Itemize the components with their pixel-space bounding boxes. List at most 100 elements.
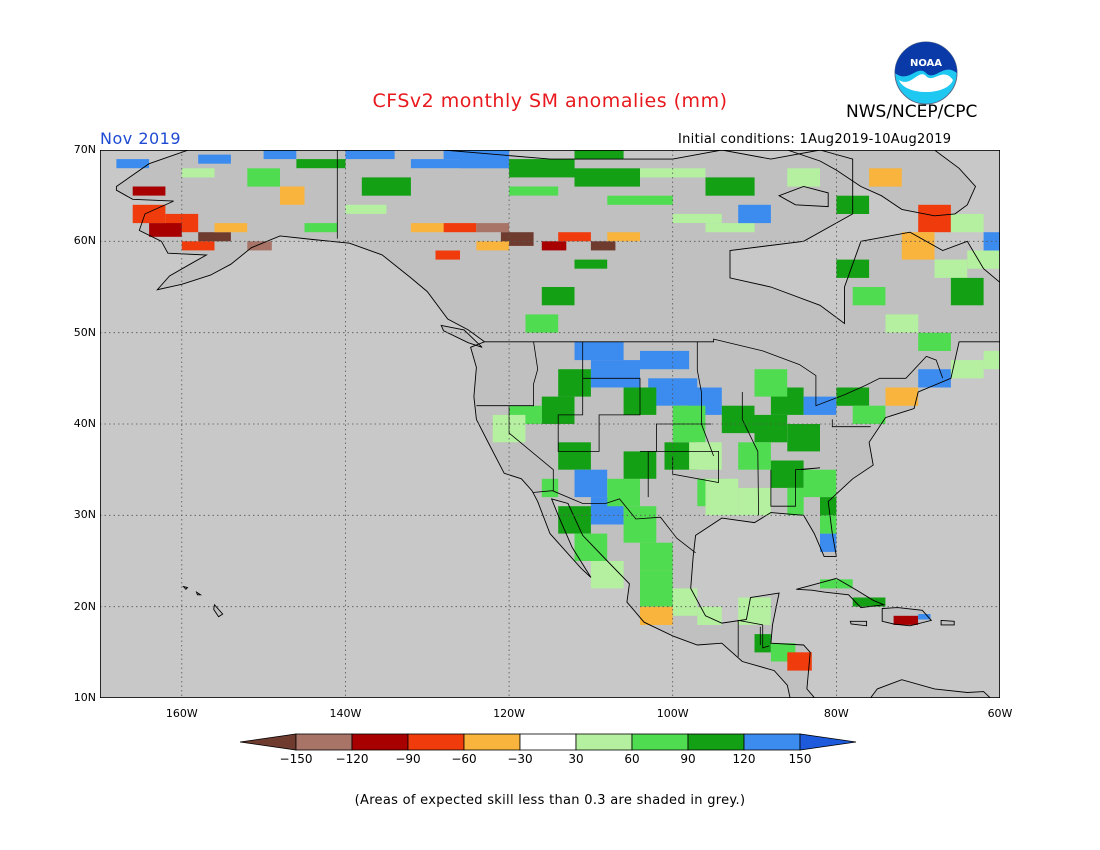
lon-label: 100W xyxy=(656,707,689,720)
logo-text: NOAA xyxy=(910,58,942,69)
anomaly-cell xyxy=(697,606,722,625)
anomaly-cell xyxy=(345,150,395,160)
colorbar-segment xyxy=(519,733,577,751)
land-polygon xyxy=(441,325,483,348)
colorbar-tick-label: 120 xyxy=(732,752,756,766)
colorbar-tick-label: 90 xyxy=(680,752,696,766)
colorbar-high-arrow xyxy=(799,733,857,751)
anomaly-cell xyxy=(574,341,624,361)
anomaly-cell xyxy=(149,223,182,237)
anomaly-cell xyxy=(820,515,837,534)
colorbar-segment xyxy=(463,733,521,751)
anomaly-cell xyxy=(296,159,346,169)
grid-layer xyxy=(100,150,1000,698)
anomaly-cell xyxy=(198,154,231,164)
anomaly-cell xyxy=(918,369,951,388)
anomaly-cell xyxy=(754,369,788,397)
anomaly-layer xyxy=(116,150,1000,671)
anomaly-cell xyxy=(574,150,624,160)
lon-label: 120W xyxy=(493,707,526,720)
colorbar-segment xyxy=(407,733,465,751)
anomaly-cell xyxy=(640,542,673,571)
anomaly-cell xyxy=(247,168,280,187)
lat-label: 50N xyxy=(73,325,96,339)
anomaly-cell xyxy=(918,614,931,620)
anomaly-cell xyxy=(803,469,837,498)
anomaly-cell xyxy=(770,460,804,488)
border-line xyxy=(741,392,759,516)
coastline xyxy=(115,150,1000,698)
anomaly-cell xyxy=(950,213,984,233)
anomaly-cell xyxy=(443,150,493,160)
coastline xyxy=(182,585,189,590)
anomaly-cell xyxy=(820,533,837,552)
anomaly-cell xyxy=(983,350,1000,370)
anomaly-cell xyxy=(116,159,150,169)
lon-label: 80W xyxy=(823,707,849,720)
anomaly-cell xyxy=(672,213,722,223)
anomaly-cell xyxy=(787,652,812,671)
colorbar-segment xyxy=(295,733,353,751)
lon-label: 140W xyxy=(329,707,362,720)
anomaly-cell xyxy=(672,588,698,616)
border-line xyxy=(770,467,821,507)
anomaly-cell xyxy=(689,442,722,470)
anomaly-cell xyxy=(934,259,968,278)
coastline-layer xyxy=(115,150,1000,698)
border-line xyxy=(647,450,719,498)
anomaly-cell xyxy=(803,396,837,415)
colorbar-tick-label: −60 xyxy=(451,752,477,766)
anomaly-cell xyxy=(214,223,248,233)
anomaly-cell xyxy=(345,204,387,214)
anomaly-cell xyxy=(132,204,166,224)
anomaly-cell xyxy=(558,506,591,534)
anomaly-cell xyxy=(967,250,1000,269)
anomaly-cell xyxy=(705,223,755,233)
anomaly-cell xyxy=(640,350,690,370)
anomaly-cell xyxy=(836,387,870,406)
coastline xyxy=(785,150,977,217)
coastline xyxy=(440,324,483,348)
colorbar-segment xyxy=(351,733,409,751)
colorbar-tick-label: −150 xyxy=(279,752,313,766)
anomaly-cell xyxy=(132,186,166,196)
anomaly-cell xyxy=(574,469,608,498)
border-line xyxy=(484,338,944,407)
anomaly-cell xyxy=(574,533,608,561)
anomaly-cell xyxy=(509,159,575,178)
colorbar-segment xyxy=(687,733,745,751)
anomaly-cell xyxy=(623,451,657,479)
coastline xyxy=(778,186,829,208)
anomaly-cell xyxy=(738,442,771,470)
lat-label: 30N xyxy=(73,508,96,522)
anomaly-cell xyxy=(541,241,567,251)
anomaly-cell xyxy=(181,241,215,251)
noaa-logo: NOAA xyxy=(894,41,958,105)
land-polygon xyxy=(213,604,223,617)
anomaly-cell xyxy=(950,360,984,379)
land-polygon xyxy=(850,621,867,626)
colorbar-low-arrow xyxy=(240,733,297,751)
anomaly-cell xyxy=(435,250,460,260)
anomaly-cell xyxy=(869,168,902,187)
anomaly-cell xyxy=(198,232,231,242)
colorbar-tick-label: 30 xyxy=(568,752,584,766)
anomaly-cell xyxy=(541,287,575,306)
anomaly-cell xyxy=(476,223,510,233)
anomaly-cell xyxy=(852,597,886,607)
anomaly-cell xyxy=(607,232,640,242)
colorbar-tick-label: −90 xyxy=(395,752,421,766)
anomaly-cell xyxy=(787,424,820,452)
map-area xyxy=(100,150,1000,698)
colorbar xyxy=(240,733,857,751)
anomaly-cell xyxy=(754,414,788,443)
anomaly-cell xyxy=(738,487,771,516)
anomaly-cell xyxy=(410,223,444,233)
anomaly-cell xyxy=(918,332,951,351)
anomaly-cell xyxy=(541,478,559,498)
anomaly-cell xyxy=(607,478,640,507)
colorbar-segment xyxy=(743,733,801,751)
coastline xyxy=(869,679,992,698)
anomaly-cell xyxy=(304,223,338,233)
